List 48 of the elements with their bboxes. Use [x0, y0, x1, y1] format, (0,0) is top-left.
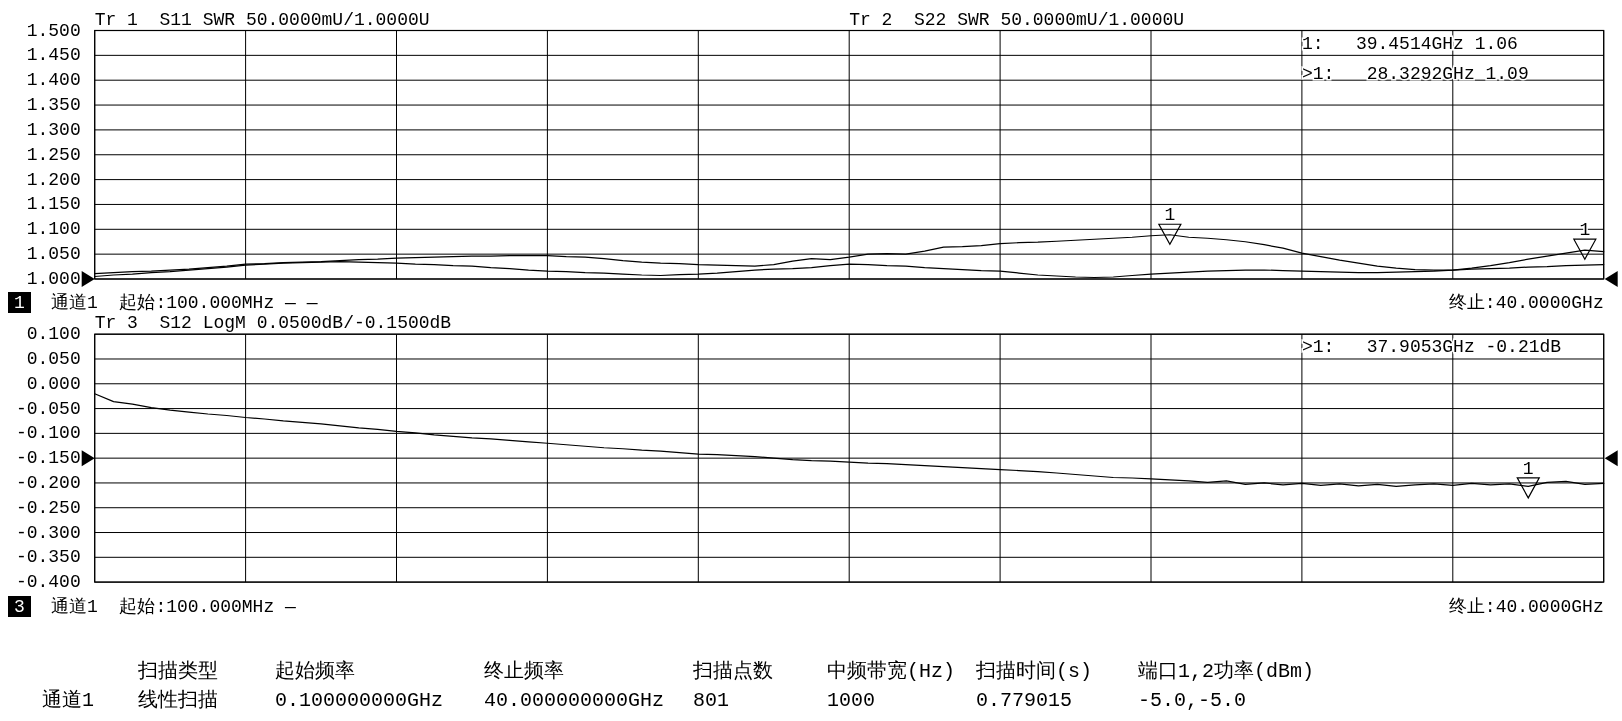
text: 1000 [827, 689, 876, 712]
text: 线性扫描 [138, 689, 218, 712]
text: -5.0,-5.0 [1138, 689, 1247, 712]
y-tick-label: -0.150 [15, 448, 81, 469]
y-tick-label: 1.100 [26, 219, 81, 240]
y-tick-label: 1.050 [26, 244, 81, 265]
y-tick-label: 0.000 [26, 373, 81, 394]
text: 扫描类型 [137, 660, 218, 683]
y-tick-label: 0.050 [26, 348, 81, 369]
text: 3 [14, 597, 25, 617]
text: 扫描点数 [692, 660, 773, 683]
y-tick-label: 1.000 [26, 269, 81, 289]
y-tick-label: -0.100 [15, 423, 81, 444]
series-label: 1 [1164, 205, 1176, 226]
y-tick-label: -0.400 [15, 572, 81, 593]
y-tick-label: 1.450 [26, 45, 81, 66]
y-tick-label: 0.100 [26, 324, 81, 345]
text: Tr 1 S11 SWR 50.0000mU/1.0000U [94, 9, 430, 30]
y-tick-label: -0.300 [15, 522, 81, 543]
text: 终止频率 [484, 660, 564, 683]
text: 通道1 起始:100.000MHz — [51, 597, 297, 617]
y-tick-label: -0.250 [15, 497, 81, 518]
y-tick-label: 1.400 [26, 70, 81, 91]
text: 扫描时间(s) [975, 660, 1093, 683]
y-tick-label: 1.200 [26, 169, 81, 190]
y-tick-label: -0.200 [15, 472, 81, 493]
text: 0.779015 [976, 689, 1073, 712]
y-tick-label: 1.500 [26, 20, 81, 41]
text: 通道1 [42, 689, 95, 712]
text: 中频带宽(Hz) [827, 660, 956, 683]
y-tick-label: 1.250 [26, 144, 81, 165]
text: Tr 2 S22 SWR 50.0000mU/1.0000U [849, 9, 1185, 30]
y-tick-label: -0.350 [15, 547, 81, 568]
text: 40.000000000GHz [484, 689, 665, 712]
y-tick-label: 1.300 [26, 119, 81, 140]
text: 1 [14, 293, 25, 313]
y-tick-label: 1.350 [26, 95, 81, 116]
text: 终止:40.0000GHz [1448, 597, 1604, 617]
y-tick-label: -0.050 [15, 398, 81, 419]
text: 端口1,2功率(dBm) [1138, 660, 1315, 683]
text: Tr 3 S12 LogM 0.0500dB/-0.1500dB [94, 313, 452, 334]
y-tick-label: 1.150 [26, 194, 81, 215]
text: 通道1 起始:100.000MHz — — [51, 293, 318, 313]
text: 终止:40.0000GHz [1448, 293, 1604, 313]
text: 0.100000000GHz [275, 689, 444, 712]
text: 801 [693, 689, 730, 712]
series-label: 1 [1522, 458, 1534, 479]
text: 起始频率 [275, 660, 355, 683]
